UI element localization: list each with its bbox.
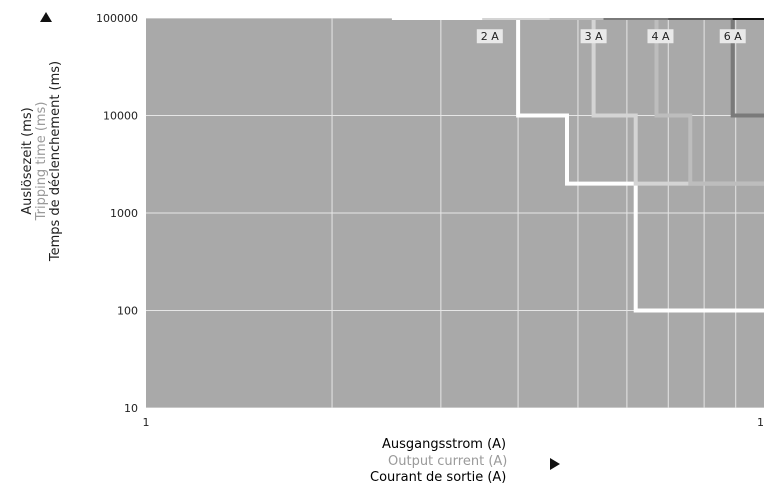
y-axis-title-en: Tripping time (ms) [35, 41, 49, 281]
y-tick-label: 100 [117, 305, 138, 318]
series-label: 6 A [724, 30, 742, 43]
x-tick-label: 1 [143, 416, 150, 429]
x-axis-title-de: Ausgangsstrom (A) [382, 437, 582, 452]
x-axis-title-en: Output current (A) [388, 454, 588, 469]
y-tick-label: 100000 [96, 12, 138, 25]
y-axis-title-fr: Temps de déclenchement (ms) [49, 41, 63, 281]
y-axis-title: Auslösezeit (ms) Tripping time (ms) Temp… [0, 0, 80, 260]
y-tick-label: 1000 [110, 207, 138, 220]
series-label: 3 A [585, 30, 603, 43]
x-tick-label: 10 [757, 416, 764, 429]
y-axis-title-de: Auslösezeit (ms) [21, 41, 35, 281]
series-label: 2 A [481, 30, 499, 43]
y-tick-label: 10000 [103, 110, 138, 123]
series-label: 4 A [651, 30, 669, 43]
y-tick-label: 10 [124, 402, 138, 415]
x-axis-title-fr: Courant de sortie (A) [370, 470, 570, 485]
